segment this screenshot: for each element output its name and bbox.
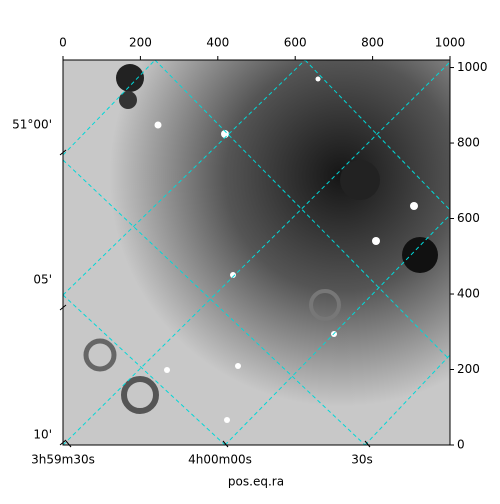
y-tick-label: 200 (457, 362, 480, 376)
dec-tick-label: 10' (33, 428, 52, 442)
dec-tick (59, 304, 67, 311)
x-tick-label: 800 (361, 36, 384, 50)
y-tick-label: 600 (457, 211, 480, 225)
x-axis-label: pos.eq.ra (228, 475, 284, 489)
x-tick-label: 1000 (435, 36, 466, 50)
ra-tick-label: 30s (351, 453, 373, 467)
frame (62, 59, 451, 446)
y-tick-label: 1000 (457, 60, 488, 74)
x-tick-label: 200 (129, 36, 152, 50)
sky-image (63, 60, 450, 445)
x-tick-label: 0 (59, 36, 67, 50)
y-tick-label: 0 (457, 438, 465, 452)
ra-tick-label: 4h00m00s (188, 453, 252, 467)
coordinate-grid (63, 60, 450, 445)
dec-tick (59, 439, 67, 446)
ra-tick (222, 440, 229, 448)
dec-tick-label: 51°00' (12, 118, 52, 132)
y-tick-label: 800 (457, 136, 480, 150)
ra-tick (65, 440, 72, 448)
ra-tick (364, 440, 371, 448)
dec-tick (59, 149, 67, 156)
y-tick-label: 400 (457, 287, 480, 301)
dec-tick-label: 05' (33, 273, 52, 287)
x-tick-label: 600 (284, 36, 307, 50)
ra-tick-label: 3h59m30s (31, 453, 95, 467)
x-tick-label: 400 (206, 36, 229, 50)
